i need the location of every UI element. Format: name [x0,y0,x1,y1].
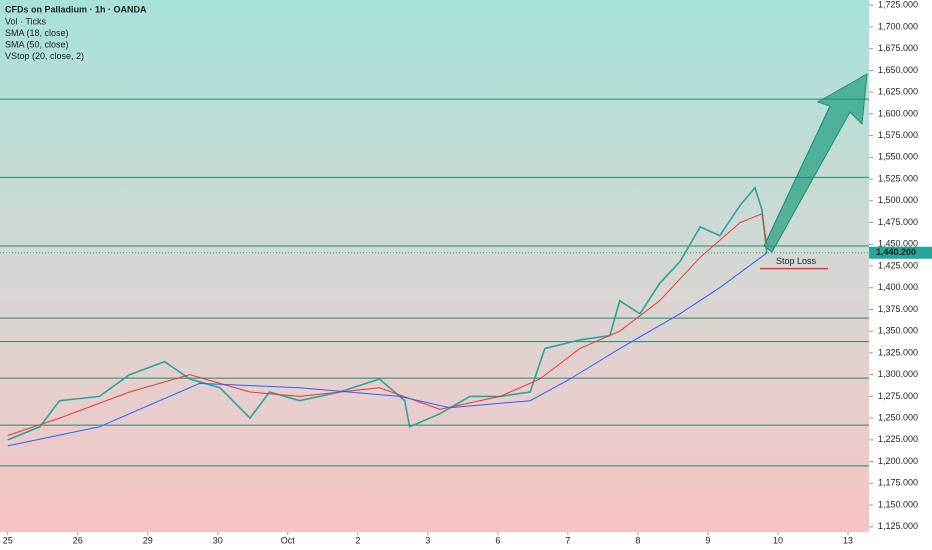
x-tick-label: 2 [355,535,360,545]
x-tick-label: 30 [213,535,223,545]
x-tick-label: 10 [773,535,783,545]
time-axis [0,532,869,550]
y-tick-label: 1,675.000 [878,43,918,53]
y-tick-label: 1,350.000 [878,326,918,336]
legend-entry: SMA (18, close) [5,28,69,38]
y-tick-label: 1,625.000 [878,87,918,97]
y-tick-label: 1,150.000 [878,499,918,509]
y-tick-label: 1,500.000 [878,195,918,205]
y-tick-label: 1,200.000 [878,456,918,466]
legend-entry: SMA (50, close) [5,39,69,49]
y-tick-label: 1,650.000 [878,65,918,75]
y-tick-label: 1,250.000 [878,412,918,422]
y-tick-label: 1,525.000 [878,173,918,183]
legend-entry: Vol · Ticks [5,16,47,26]
last-price-box [869,246,932,259]
x-tick-label: 3 [425,535,430,545]
y-tick-label: 1,575.000 [878,130,918,140]
legend: CFDs on Palladium · 1h · OANDA Vol · Tic… [5,4,147,61]
y-tick-label: 1,175.000 [878,478,918,488]
x-tick-label: 25 [3,535,13,545]
chart-title: CFDs on Palladium · 1h · OANDA [5,4,147,14]
y-tick-label: 1,475.000 [878,217,918,227]
price-axis [869,0,932,550]
y-tick-label: 1,600.000 [878,108,918,118]
y-tick-label: 1,400.000 [878,282,918,292]
y-tick-label: 1,300.000 [878,369,918,379]
y-tick-label: 1,275.000 [878,391,918,401]
x-tick-label: 9 [705,535,710,545]
stop-loss-label: Stop Loss [776,256,817,266]
x-tick-label: 13 [843,535,853,545]
y-tick-label: 1,700.000 [878,21,918,31]
x-tick-label: 7 [565,535,570,545]
x-tick-label: 6 [495,535,500,545]
y-tick-label: 1,550.000 [878,152,918,162]
target-arrow [763,73,868,253]
legend-entry: VStop (20, close, 2) [5,51,84,61]
series-line [7,213,768,436]
series-line [7,252,768,447]
y-tick-label: 1,225.000 [878,434,918,444]
last-price-label: 1,440.200 [876,247,916,257]
x-tick-label: 29 [143,535,153,545]
plot-background [0,0,869,532]
x-tick-label: 26 [73,535,83,545]
x-tick-label: 8 [635,535,640,545]
y-tick-label: 1,450.000 [878,239,918,249]
y-tick-label: 1,325.000 [878,347,918,357]
y-tick-label: 1,425.000 [878,260,918,270]
y-tick-label: 1,375.000 [878,304,918,314]
series-line [7,186,768,441]
x-tick-label: Oct [281,535,296,545]
y-tick-label: 1,725.000 [878,0,918,10]
y-tick-label: 1,125.000 [878,521,918,531]
